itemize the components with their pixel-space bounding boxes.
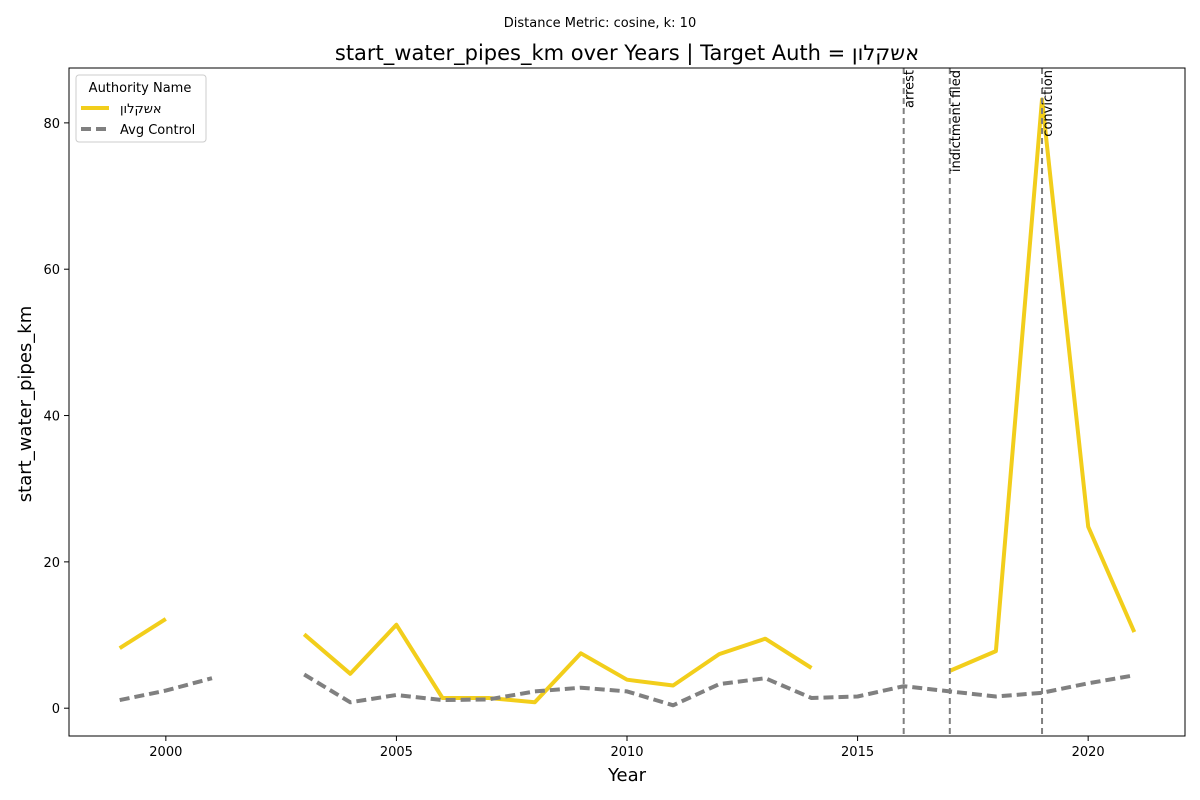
y-tick-label-0: 0 [52, 702, 60, 717]
series-target-segment-0 [118, 617, 167, 650]
x-tick-label-4: 2020 [1072, 745, 1105, 760]
y-tick-label-4: 80 [43, 117, 60, 132]
legend-label-target: אשקלון [120, 102, 162, 117]
series-target-segment-1 [302, 622, 813, 705]
y-tick-label-1: 20 [43, 556, 60, 571]
x-tick-label-3: 2015 [841, 745, 874, 760]
event-label-0: arrest [903, 70, 918, 108]
y-tick-label-3: 60 [43, 263, 60, 278]
x-axis: 2000 2005 2010 2015 2020 [149, 736, 1105, 760]
chart-title: start_water_pipes_km over Years | Target… [335, 41, 919, 66]
chart-suptitle: Distance Metric: cosine, k: 10 [504, 16, 696, 31]
x-tick-label-0: 2000 [149, 745, 182, 760]
series-lines [118, 97, 1137, 708]
event-label-2: conviction [1041, 70, 1056, 137]
y-axis: 0 20 40 60 80 [43, 117, 69, 717]
legend-box [75, 74, 207, 143]
x-tick-label-2: 2010 [610, 745, 643, 760]
event-label-1: indictment filed [949, 70, 964, 172]
legend-label-control: Avg Control [120, 123, 195, 138]
y-tick-label-2: 40 [43, 410, 60, 425]
y-axis-label: start_water_pipes_km [15, 306, 36, 502]
series-target-segment-2 [949, 97, 1137, 673]
x-axis-label: Year [607, 765, 647, 786]
event-markers: arrest indictment filed conviction [902, 68, 1056, 736]
x-tick-label-1: 2005 [380, 745, 413, 760]
series-control-segment-0 [119, 676, 213, 703]
legend: Authority Name אשקלון Avg Control [75, 74, 207, 143]
legend-title: Authority Name [89, 81, 192, 96]
series-control-segment-1 [303, 672, 1135, 708]
